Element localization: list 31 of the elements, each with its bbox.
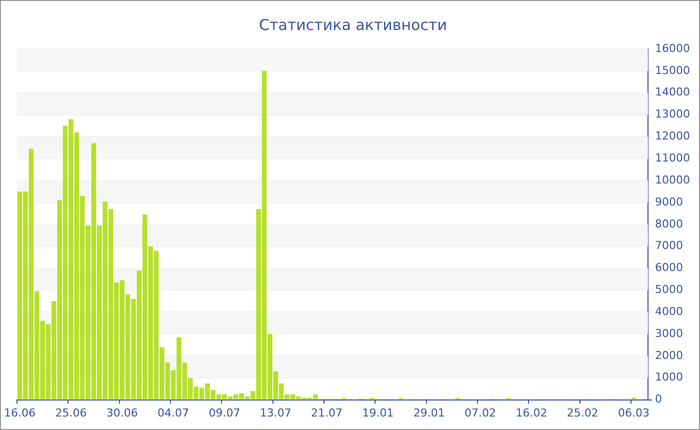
y-tick-label: 13000 bbox=[655, 108, 690, 121]
y-tick-label: 1000 bbox=[655, 370, 684, 384]
y-tick-label: 7000 bbox=[655, 239, 684, 252]
x-tick-label: 06.03 bbox=[618, 406, 650, 420]
y-tick-label: 14000 bbox=[655, 86, 690, 99]
y-tick-label: 10000 bbox=[655, 173, 690, 186]
x-tick-label: 04.07 bbox=[158, 406, 190, 420]
y-tick-label: 9000 bbox=[655, 195, 684, 208]
y-tick-label: 5000 bbox=[655, 283, 684, 296]
y-tick-label: 16000 bbox=[655, 42, 690, 55]
x-tick-label: 25.02 bbox=[566, 406, 598, 420]
x-tick-label: 09.07 bbox=[208, 406, 240, 420]
x-tick-label: 16.02 bbox=[516, 406, 548, 420]
y-tick-label: 11000 bbox=[655, 151, 690, 164]
y-tick-label: 0 bbox=[655, 392, 662, 406]
y-tick-label: 15000 bbox=[655, 64, 690, 77]
x-tick-label: 21.07 bbox=[311, 406, 343, 420]
y-tick-label: 12000 bbox=[655, 130, 690, 143]
chart-title: Статистика активности bbox=[259, 16, 447, 34]
y-tick-label: 8000 bbox=[655, 217, 684, 230]
x-tick-label: 13.07 bbox=[260, 406, 292, 420]
x-tick-label: 30.06 bbox=[106, 406, 138, 420]
y-tick-label: 3000 bbox=[655, 326, 684, 340]
y-tick-label: 6000 bbox=[655, 261, 684, 274]
y-tick-label: 4000 bbox=[655, 304, 684, 318]
y-tick-label: 2000 bbox=[655, 348, 684, 362]
x-tick-label: 16.06 bbox=[4, 406, 36, 420]
x-tick-label: 25.06 bbox=[55, 406, 87, 420]
x-tick-label: 07.02 bbox=[464, 406, 496, 420]
x-tick-label: 19.01 bbox=[362, 406, 394, 420]
x-tick-label: 29.01 bbox=[413, 406, 445, 420]
